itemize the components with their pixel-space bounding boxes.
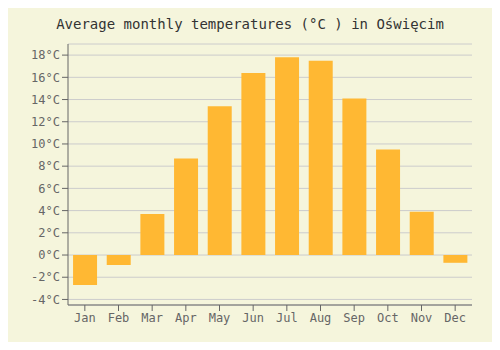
svg-text:May: May — [209, 311, 231, 325]
svg-text:18°C: 18°C — [31, 48, 60, 62]
svg-text:0°C: 0°C — [38, 248, 60, 262]
svg-text:8°C: 8°C — [38, 159, 60, 173]
svg-text:6°C: 6°C — [38, 182, 60, 196]
svg-text:Mar: Mar — [141, 311, 163, 325]
svg-text:Feb: Feb — [108, 311, 130, 325]
svg-text:4°C: 4°C — [38, 204, 60, 218]
svg-text:Apr: Apr — [175, 311, 197, 325]
svg-text:-2°C: -2°C — [31, 270, 60, 284]
svg-text:Jul: Jul — [276, 311, 298, 325]
svg-text:16°C: 16°C — [31, 71, 60, 85]
svg-text:Sep: Sep — [343, 311, 365, 325]
svg-text:12°C: 12°C — [31, 115, 60, 129]
svg-text:Nov: Nov — [411, 311, 433, 325]
svg-text:-4°C: -4°C — [31, 293, 60, 307]
svg-text:Aug: Aug — [310, 311, 332, 325]
svg-text:Jun: Jun — [242, 311, 264, 325]
svg-text:Jan: Jan — [74, 311, 96, 325]
svg-text:Dec: Dec — [444, 311, 466, 325]
svg-text:10°C: 10°C — [31, 137, 60, 151]
html-text:Average monthly temperatures (: Average monthly temperatures (°C ) in Oś… — [56, 16, 444, 32]
svg-text:14°C: 14°C — [31, 93, 60, 107]
svg-text:Oct: Oct — [377, 311, 399, 325]
svg-text:2°C: 2°C — [38, 226, 60, 240]
